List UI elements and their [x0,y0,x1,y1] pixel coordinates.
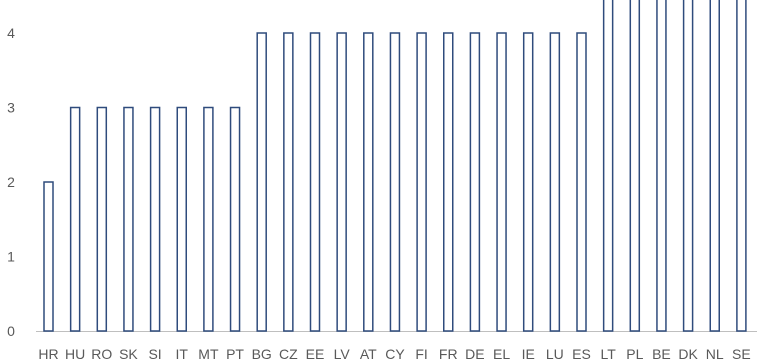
x-axis-labels: HR HU RO SK SI IT MT PT BG CZ EE LV AT CY FI FR DE EL IE LU… [38,346,750,362]
x-tick-label: FI [415,346,427,362]
bar-pt [229,106,241,332]
x-tick-label: LT [600,346,616,362]
x-tick-label: AT [360,346,377,362]
bar-ro [96,106,108,332]
bar-si [149,106,161,332]
bar-cz [283,32,294,332]
y-tick-label: 4 [7,25,15,41]
x-tick-label: BE [652,346,671,362]
bar-lu [549,32,561,332]
y-tick-label: 2 [7,174,15,190]
y-axis-ticks: 0 1 2 3 4 [7,25,15,339]
x-tick-label: DK [678,346,698,362]
x-tick-label: CZ [279,346,298,362]
x-tick-label: IT [176,346,189,362]
bars [43,0,747,332]
bar-lt [602,0,614,332]
y-tick-label: 1 [7,249,15,265]
bar-bg [256,32,267,332]
bar-se [736,0,747,332]
x-tick-label: HU [65,346,85,362]
y-tick-label: 3 [7,100,15,116]
bar-ee [309,32,321,332]
x-tick-label: NL [706,346,724,362]
x-tick-label: IE [522,346,535,362]
bar-hu [69,106,81,332]
bar-hr [43,181,54,332]
x-tick-label: SE [732,346,751,362]
y-tick-label: 0 [7,323,15,339]
x-tick-label: SK [119,346,138,362]
x-tick-label: LU [546,346,564,362]
x-tick-label: MT [198,346,219,362]
bar-dk [682,0,694,332]
x-tick-label: PL [626,346,643,362]
x-tick-label: PT [226,346,244,362]
bar-el [496,32,507,332]
x-tick-label: ES [572,346,591,362]
bar-fi [416,32,427,332]
bar-nl [709,0,720,332]
bar-lv [336,32,347,332]
bar-pl [629,0,641,332]
bar-de [469,32,481,332]
x-tick-label: EL [493,346,510,362]
bar-sk [123,106,134,332]
x-tick-label: RO [91,346,112,362]
x-tick-label: HR [38,346,58,362]
bar-it [176,106,187,332]
x-tick-label: BG [252,346,272,362]
bar-be [656,0,667,332]
x-tick-label: LV [334,346,351,362]
bar-mt [203,106,214,332]
bar-es [576,32,587,332]
bar-fr [443,32,454,332]
bar-ie [522,32,534,332]
bar-at [363,32,374,332]
x-tick-label: FR [439,346,458,362]
bar-cy [389,32,401,332]
x-tick-label: SI [148,346,161,362]
x-tick-label: EE [306,346,325,362]
x-tick-label: CY [385,346,405,362]
x-tick-label: DE [465,346,484,362]
